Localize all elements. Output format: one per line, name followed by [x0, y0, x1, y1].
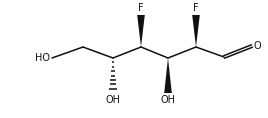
Polygon shape	[137, 15, 145, 47]
Text: HO: HO	[35, 53, 50, 63]
Polygon shape	[164, 58, 172, 93]
Text: F: F	[138, 3, 144, 13]
Text: OH: OH	[161, 95, 176, 105]
Text: O: O	[254, 41, 262, 51]
Polygon shape	[192, 15, 200, 47]
Text: OH: OH	[106, 95, 121, 105]
Text: F: F	[193, 3, 199, 13]
